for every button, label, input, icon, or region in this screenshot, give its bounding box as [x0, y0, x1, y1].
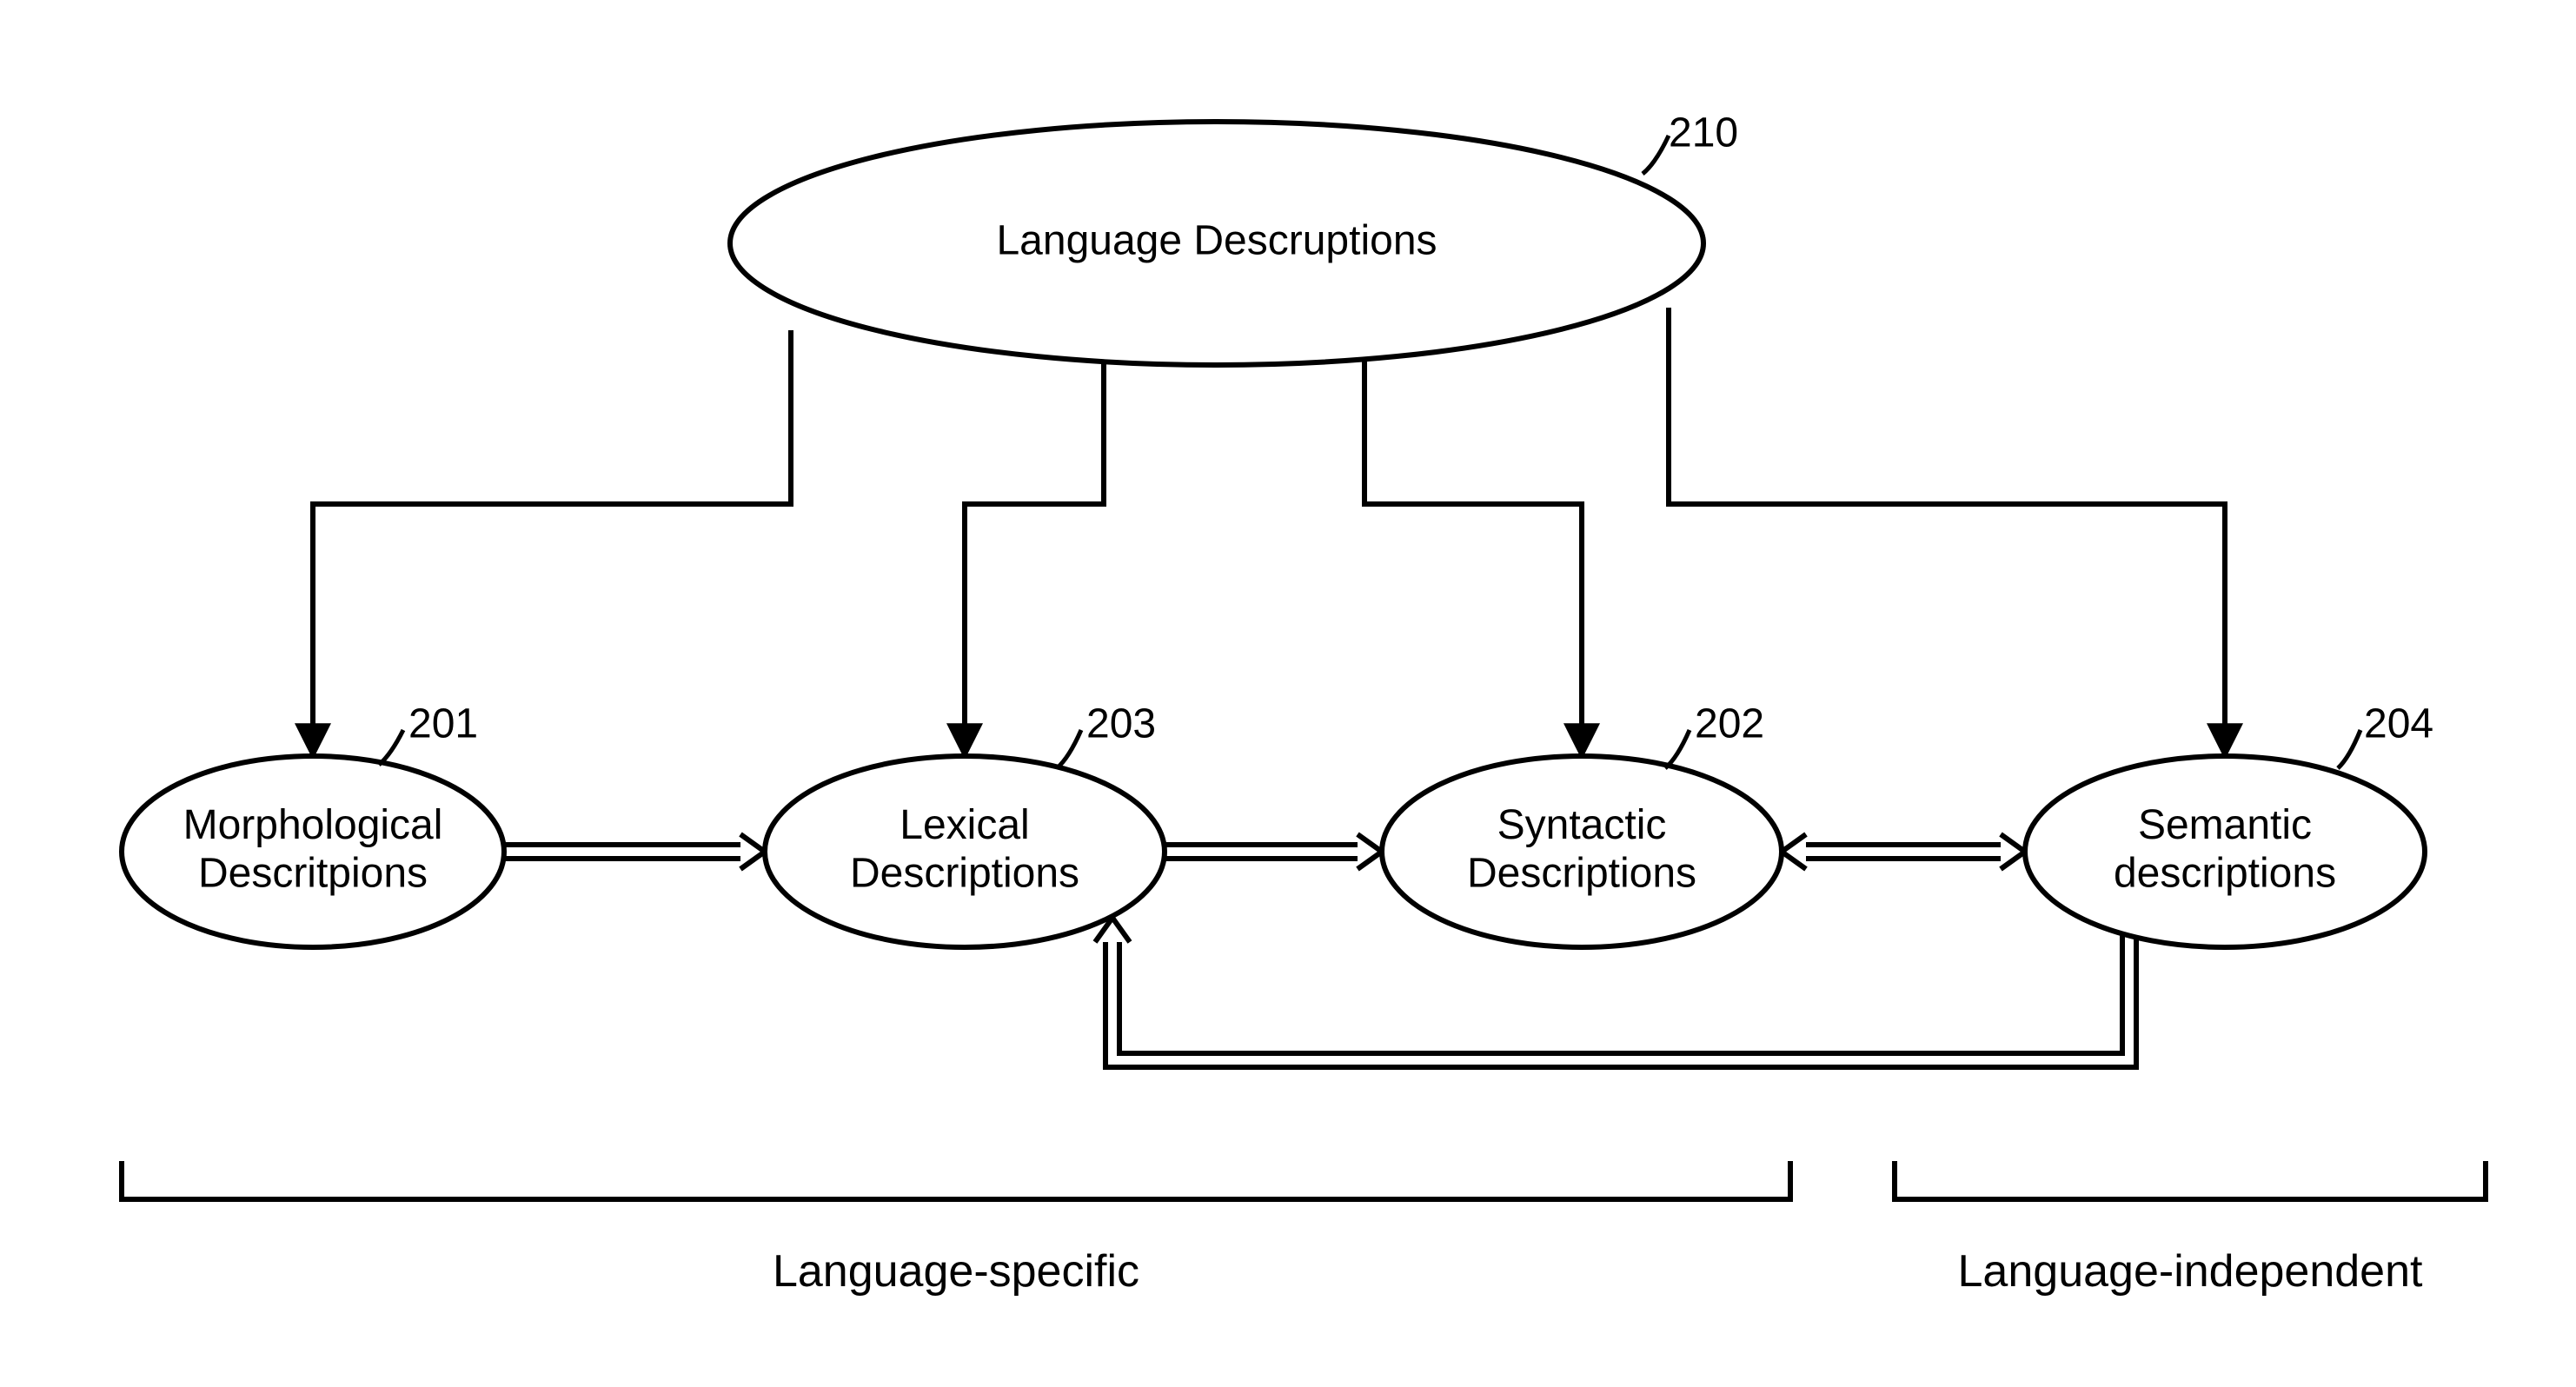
- down-arrow: [1669, 308, 2225, 756]
- double-h-arrows: [504, 834, 2025, 869]
- double-arrow: [1165, 834, 1382, 869]
- ref-label: 204: [2364, 701, 2433, 747]
- down-arrows: [313, 308, 2225, 756]
- bracket-label: Language-independent: [1958, 1246, 2424, 1297]
- bracket: Language-specific: [122, 1161, 1790, 1297]
- node-label: Lexical: [900, 802, 1029, 848]
- down-arrow: [1364, 360, 1582, 756]
- node-label: descriptions: [2114, 850, 2336, 896]
- node-label: Syntactic: [1497, 802, 1667, 848]
- node-label: Morphological: [183, 802, 443, 848]
- bracket: Language-independent: [1895, 1161, 2486, 1297]
- bracket-label: Language-specific: [773, 1246, 1139, 1297]
- down-arrow: [965, 363, 1104, 756]
- ref-leader: [1643, 136, 1669, 174]
- ref-leader: [1665, 730, 1690, 768]
- node-n204: Semanticdescriptions 204: [2025, 701, 2433, 947]
- nodes: Language Descruptions210MorphologicalDes…: [122, 110, 2433, 947]
- double-arrow: [504, 834, 765, 869]
- ref-label: 203: [1086, 701, 1156, 747]
- ref-label: 202: [1695, 701, 1764, 747]
- node-label: Semantic: [2138, 802, 2312, 848]
- node-label: Descriptions: [850, 850, 1079, 896]
- node-n210: Language Descruptions 210: [730, 110, 1738, 365]
- ref-leader: [379, 730, 403, 765]
- brackets: Language-specific Language-independent: [122, 1161, 2486, 1297]
- down-arrow: [313, 330, 791, 756]
- ref-leader: [2338, 730, 2360, 768]
- language-descriptions-diagram: Language Descruptions210MorphologicalDes…: [0, 0, 2576, 1387]
- ref-label: 210: [1669, 110, 1738, 156]
- node-label: Descritpions: [198, 850, 428, 896]
- ref-label: 201: [408, 701, 478, 747]
- node-label: Descriptions: [1467, 850, 1696, 896]
- node-label: Language Descruptions: [996, 218, 1437, 264]
- double-arrow: [1782, 834, 2025, 869]
- ref-leader: [1057, 730, 1081, 768]
